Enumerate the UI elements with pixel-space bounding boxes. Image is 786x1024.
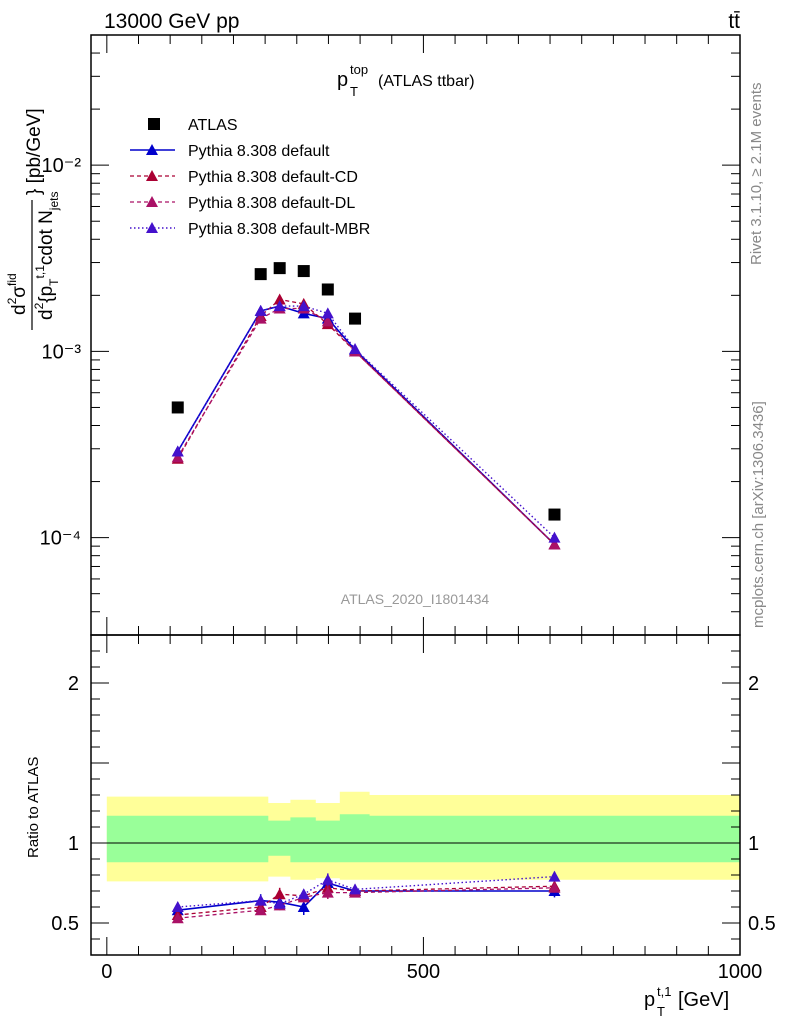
plot-title-suffix: (ATLAS ttbar) [378,73,475,90]
x-tick-label: 1000 [718,961,763,983]
svg-text:[GeV]: [GeV] [678,989,729,1011]
analysis-watermark: ATLAS_2020_I1801434 [341,591,490,607]
ratio-y-tick-label: 1 [68,833,79,855]
atlas-data-point [349,312,362,325]
ratio-y-label: Ratio to ATLAS [25,757,42,858]
ratio-series-marker [254,904,267,916]
plot-title-sup: top [350,62,368,77]
y-axis-label-numerator: d2σfid [5,273,30,315]
ratio-series-marker [273,888,286,900]
ratio-series-marker [171,901,184,912]
ratio-series-marker [349,883,362,895]
plot-title: p [337,69,348,91]
svg-text:T: T [657,1004,665,1019]
legend-label: Pythia 8.308 default [188,143,330,160]
ratio-series-marker [297,888,310,900]
header-process-label: tt̄ [728,10,740,33]
legend-marker [146,222,158,233]
mcplots-label: mcplots.cern.ch [arXiv:1306.3436] [750,401,767,628]
ratio-series-marker [171,912,184,924]
x-tick-label: 500 [407,961,440,983]
ratio-series-marker [254,894,267,906]
ratio-series-line [177,882,555,911]
ratio-y-tick-label: 2 [68,673,79,695]
atlas-data-point [171,401,184,414]
series-line [177,298,555,545]
atlas-data-point [254,268,267,281]
ratio-series-marker [297,901,310,912]
atlas-data-point [321,283,334,296]
ratio-y-tick-label: 2 [748,673,759,695]
y-axis-label-unit: } [pb/GeV] [24,108,45,195]
ratio-series-marker [548,870,561,882]
series-marker [254,304,267,316]
ratio-panel: 0 500 1000 0.5 0.5 1 1 2 2 [51,634,776,983]
series-marker [171,445,184,457]
series-marker [349,343,362,355]
y-tick-label: 10⁻² [42,155,82,177]
legend-label: ATLAS [188,117,238,134]
header-beam-label: 13000 GeV pp [104,10,239,33]
legend-label: Pythia 8.308 default-DL [188,195,355,212]
ratio-y-tick-label: 0.5 [748,913,776,935]
series-marker [273,300,286,312]
series-line [177,305,556,545]
ratio-series-marker [548,881,561,893]
atlas-data-point [297,265,310,278]
series-marker [548,538,561,550]
series-line [177,307,555,545]
legend: ATLAS Pythia 8.308 default Pythia 8.308 de… [130,117,370,238]
svg-text:t,1: t,1 [657,984,671,999]
y-tick-label: 10⁻³ [42,341,82,363]
atlas-data-point [273,262,286,275]
series-marker [321,307,334,319]
series-marker [297,300,310,312]
series-marker [321,315,334,327]
series-marker [273,293,286,305]
ratio-series-marker [321,873,334,885]
ratio-band-inner [106,814,741,863]
main-panel: 10⁻⁴ 10⁻³ 10⁻² [40,34,741,636]
legend-label: Pythia 8.308 default-CD [188,169,358,186]
series-marker [548,531,561,543]
legend-marker [146,170,158,181]
rivet-version-label: Rivet 3.1.10, ≥ 2.1M events [748,83,765,266]
y-axis-label-denominator: d2{pTt,1cdot Njets [32,192,61,320]
x-tick-label: 0 [101,961,112,983]
series-marker [254,312,267,324]
legend-marker [146,144,158,155]
legend-label: Pythia 8.308 default-MBR [188,221,370,238]
ratio-y-tick-label: 0.5 [51,913,79,935]
svg-text:p: p [644,989,655,1011]
ratio-y-tick-label: 1 [748,833,759,855]
legend-marker [148,118,160,130]
x-axis-label: p T t,1 [GeV] [644,984,729,1019]
y-axis-label: d2σfid d2{pTt,1cdot Njets } [pb/GeV] [5,108,61,330]
plot-title-sub: T [350,84,358,99]
series-marker [171,451,184,463]
ratio-series-marker [321,886,334,898]
ratio-series-marker [273,897,286,909]
plot-title-main: p [337,69,348,91]
series-line [177,305,555,539]
atlas-data-point [548,508,561,521]
legend-marker [146,196,158,207]
y-tick-label: 10⁻⁴ [40,528,81,550]
